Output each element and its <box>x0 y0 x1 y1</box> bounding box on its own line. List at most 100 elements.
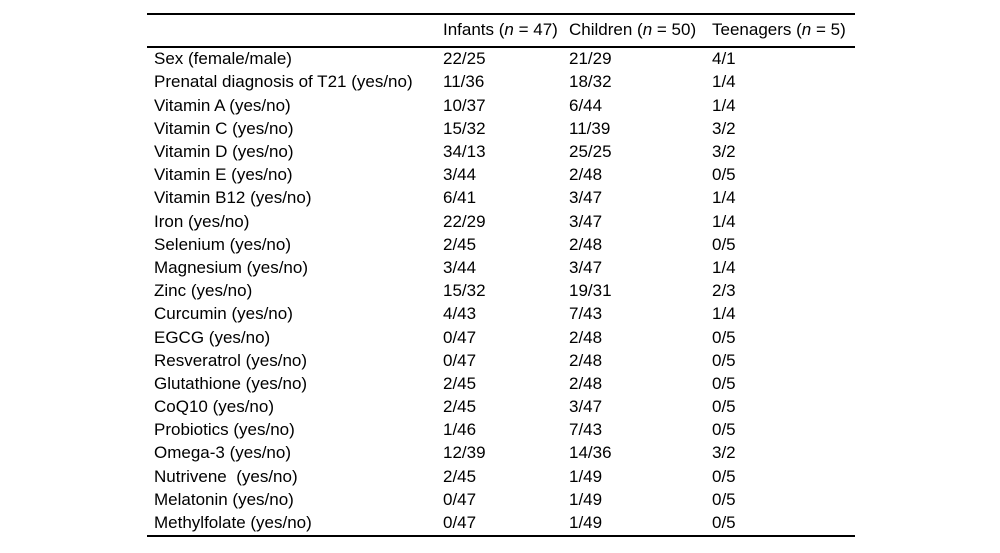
row-value: 0/47 <box>443 327 477 347</box>
row-value: 2/45 <box>443 373 477 393</box>
table-row: Nutrivene (yes/no) 2/45 1/49 0/5 <box>147 465 855 488</box>
row-value: 3/44 <box>443 257 477 277</box>
row-value: 0/5 <box>712 350 736 370</box>
row-value: 25/25 <box>569 142 612 161</box>
row-value: 0/5 <box>712 327 736 347</box>
row-value: 1/4 <box>712 304 736 324</box>
table-row: Vitamin D (yes/no) 34/13 25/25 3/2 <box>147 141 855 164</box>
row-value: 0/47 <box>443 513 477 532</box>
row-value: 34/13 <box>443 142 486 161</box>
row-value: 15/32 <box>443 118 486 138</box>
row-value: 2/45 <box>443 466 477 486</box>
participants-table: Infants (n = 47) Children (n = 50) Teena… <box>147 13 855 537</box>
row-value: 3/47 <box>569 188 603 208</box>
table-row: EGCG (yes/no) 0/47 2/48 0/5 <box>147 326 855 349</box>
table-row: Vitamin B12 (yes/no) 6/41 3/47 1/4 <box>147 187 855 210</box>
header-text: Teenagers ( <box>712 20 802 40</box>
table-row: Probiotics (yes/no) 1/46 7/43 0/5 <box>147 419 855 442</box>
row-value: 3/47 <box>569 211 603 231</box>
row-value: 12/39 <box>443 443 486 463</box>
row-value: 4/43 <box>443 304 477 324</box>
row-value: 7/43 <box>569 420 603 440</box>
row-value: 1/4 <box>712 72 736 92</box>
row-label: Prenatal diagnosis of T21 (yes/no) <box>154 72 413 92</box>
row-value: 11/36 <box>443 72 485 92</box>
row-value: 2/48 <box>569 327 603 347</box>
row-label: Melatonin (yes/no) <box>154 489 294 509</box>
row-value: 0/5 <box>712 373 736 393</box>
row-value: 3/44 <box>443 165 477 185</box>
row-label: EGCG (yes/no) <box>154 327 271 347</box>
row-value: 1/4 <box>712 95 736 115</box>
row-value: 22/25 <box>443 49 486 69</box>
row-value: 2/45 <box>443 234 477 254</box>
header-row: Infants (n = 47) Children (n = 50) Teena… <box>147 14 855 47</box>
row-value: 10/37 <box>443 95 486 115</box>
row-value: 0/47 <box>443 350 477 370</box>
row-value: 1/49 <box>569 489 603 509</box>
row-value: 3/2 <box>712 142 736 161</box>
row-value: 1/4 <box>712 257 736 277</box>
header-text: = 50) <box>652 20 697 40</box>
row-value: 1/4 <box>712 188 736 208</box>
table-row: Prenatal diagnosis of T21 (yes/no) 11/36 1… <box>147 71 855 94</box>
table-row: Resveratrol (yes/no) 0/47 2/48 0/5 <box>147 349 855 372</box>
table-row: Curcumin (yes/no) 4/43 7/43 1/4 <box>147 303 855 326</box>
table-row: Vitamin A (yes/no) 10/37 6/44 1/4 <box>147 94 855 117</box>
row-label: Iron (yes/no) <box>154 211 250 231</box>
row-value: 2/48 <box>569 165 603 185</box>
table-row: Vitamin E (yes/no) 3/44 2/48 0/5 <box>147 164 855 187</box>
row-value: 15/32 <box>443 281 486 301</box>
row-label: Probiotics (yes/no) <box>154 420 295 440</box>
table-row: Glutathione (yes/no) 2/45 2/48 0/5 <box>147 373 855 396</box>
row-value: 0/5 <box>712 466 736 486</box>
row-label: Nutrivene (yes/no) <box>154 466 298 486</box>
table-row: CoQ10 (yes/no) 2/45 3/47 0/5 <box>147 396 855 419</box>
table-row: Magnesium (yes/no) 3/44 3/47 1/4 <box>147 257 855 280</box>
row-value: 3/2 <box>712 443 736 463</box>
row-label: Resveratrol (yes/no) <box>154 350 308 370</box>
row-value: 0/5 <box>712 397 736 417</box>
header-text: = 5) <box>811 20 846 40</box>
row-label: Sex (female/male) <box>154 49 292 69</box>
row-value: 1/4 <box>712 211 736 231</box>
row-value: 0/5 <box>712 420 736 440</box>
participants-table-container: Infants (n = 47) Children (n = 50) Teena… <box>147 13 855 537</box>
header-cell-children: Children (n = 50) <box>569 14 712 47</box>
table-row: Iron (yes/no) 22/29 3/47 1/4 <box>147 210 855 233</box>
table-row: Selenium (yes/no) 2/45 2/48 0/5 <box>147 234 855 257</box>
n-variable: n <box>642 20 653 40</box>
row-value: 2/48 <box>569 350 603 370</box>
table-row: Methylfolate (yes/no) 0/47 1/49 0/5 <box>147 512 855 536</box>
row-label: Vitamin E (yes/no) <box>154 165 293 185</box>
header-cell-infants: Infants (n = 47) <box>443 14 569 47</box>
header-text: = 47) <box>513 20 558 40</box>
n-variable: n <box>801 20 812 40</box>
row-value: 19/31 <box>569 281 612 301</box>
row-value: 7/43 <box>569 304 603 324</box>
row-value: 1/46 <box>443 420 477 440</box>
header-cell-teenagers: Teenagers (n = 5) <box>712 14 855 47</box>
table-row: Vitamin C (yes/no) 15/32 11/39 3/2 <box>147 118 855 141</box>
row-label: Curcumin (yes/no) <box>154 304 293 324</box>
row-value: 0/5 <box>712 165 736 185</box>
header-cell-empty <box>147 14 443 47</box>
row-value: 6/41 <box>443 188 477 208</box>
row-label: Selenium (yes/no) <box>154 234 292 254</box>
table-row: Melatonin (yes/no) 0/47 1/49 0/5 <box>147 489 855 512</box>
table-body: Sex (female/male) 22/25 21/29 4/1 Prenatal d… <box>147 47 855 536</box>
table-header: Infants (n = 47) Children (n = 50) Teena… <box>147 14 855 47</box>
header-text: Infants ( <box>443 20 505 40</box>
row-value: 2/48 <box>569 234 603 254</box>
row-label: Vitamin A (yes/no) <box>154 95 291 115</box>
row-label: Magnesium (yes/no) <box>154 257 309 277</box>
header-text: Children ( <box>569 20 643 40</box>
row-label: Omega-3 (yes/no) <box>154 443 291 463</box>
row-value: 0/5 <box>712 234 736 254</box>
row-label: Methylfolate (yes/no) <box>154 513 312 532</box>
table-row: Zinc (yes/no) 15/32 19/31 2/3 <box>147 280 855 303</box>
row-value: 0/47 <box>443 489 477 509</box>
n-variable: n <box>504 20 514 40</box>
row-label: CoQ10 (yes/no) <box>154 397 274 417</box>
